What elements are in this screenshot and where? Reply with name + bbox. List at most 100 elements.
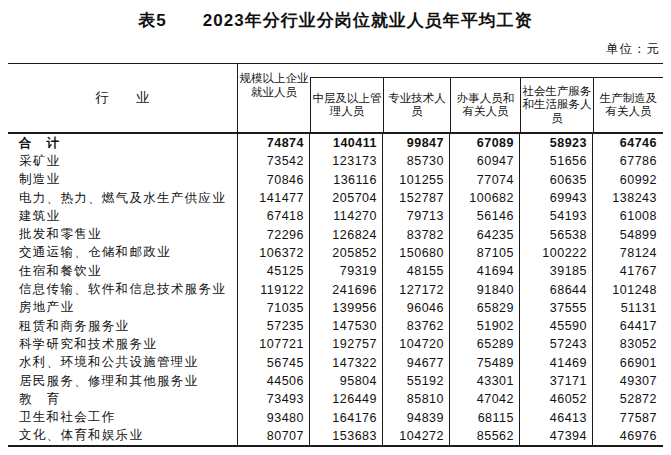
value-cell: 44506 xyxy=(238,372,310,390)
value-cell: 64235 xyxy=(450,225,520,243)
table-row: 交通运输、仓储和邮政业10637220585215068087105100222… xyxy=(8,244,663,262)
table-row: 采矿业7354212317385730609475165667786 xyxy=(8,152,663,170)
value-cell: 65289 xyxy=(450,335,520,353)
value-cell: 107721 xyxy=(238,335,310,353)
value-cell: 41694 xyxy=(450,262,520,280)
industry-cell: 建筑业 xyxy=(8,207,238,225)
value-cell: 49307 xyxy=(593,372,663,390)
value-cell: 139956 xyxy=(310,299,383,317)
value-cell: 74874 xyxy=(238,134,310,152)
value-cell: 83052 xyxy=(593,335,663,353)
value-cell: 126449 xyxy=(310,390,383,408)
industry-cell: 租赁和商务服务业 xyxy=(8,317,238,335)
industry-cell: 住宿和餐饮业 xyxy=(8,262,238,280)
value-cell: 99847 xyxy=(383,134,450,152)
table-row: 批发和零售业7229612682483782642355653854899 xyxy=(8,225,663,243)
value-cell: 93480 xyxy=(238,408,310,426)
value-cell: 60947 xyxy=(450,152,520,170)
value-cell: 45590 xyxy=(520,317,593,335)
value-cell: 192757 xyxy=(310,335,383,353)
value-cell: 54193 xyxy=(520,207,593,225)
table-title: 表5 2023年分行业分岗位就业人员年平均工资 xyxy=(0,9,671,32)
value-cell: 75489 xyxy=(450,354,520,372)
value-cell: 104720 xyxy=(383,335,450,353)
table-row: 建筑业6741811427079713561465419361008 xyxy=(8,207,663,225)
value-cell: 141477 xyxy=(238,189,310,207)
page: 表5 2023年分行业分岗位就业人员年平均工资 单位：元 行 业 规模以上企业就… xyxy=(0,0,671,455)
value-cell: 52872 xyxy=(593,390,663,408)
industry-cell: 合 计 xyxy=(8,134,238,152)
industry-cell: 批发和零售业 xyxy=(8,225,238,243)
value-cell: 127172 xyxy=(383,280,450,298)
value-cell: 79713 xyxy=(383,207,450,225)
value-cell: 153683 xyxy=(310,427,383,445)
industry-cell: 电力、热力、燃气及水生产供应业 xyxy=(8,189,238,207)
value-cell: 96046 xyxy=(383,299,450,317)
header-enterprise-employees: 规模以上企业就业人员 xyxy=(238,64,310,132)
value-cell: 57243 xyxy=(520,335,593,353)
value-cell: 100222 xyxy=(520,244,593,262)
value-cell: 101255 xyxy=(383,171,450,189)
industry-cell: 文化、体育和娱乐业 xyxy=(8,427,238,445)
value-cell: 138243 xyxy=(593,189,663,207)
industry-cell: 交通运输、仓储和邮政业 xyxy=(8,244,238,262)
industry-cell: 科学研究和技术服务业 xyxy=(8,335,238,353)
value-cell: 68115 xyxy=(450,408,520,426)
value-cell: 45125 xyxy=(238,262,310,280)
value-cell: 69943 xyxy=(520,189,593,207)
value-cell: 66901 xyxy=(593,354,663,372)
value-cell: 47042 xyxy=(450,390,520,408)
value-cell: 126824 xyxy=(310,225,383,243)
table-row: 房地产业7103513995696046658293755551131 xyxy=(8,299,663,317)
table-row: 租赁和商务服务业5723514753083762519024559064417 xyxy=(8,317,663,335)
value-cell: 77587 xyxy=(593,408,663,426)
value-cell: 85562 xyxy=(450,427,520,445)
value-cell: 43301 xyxy=(450,372,520,390)
value-cell: 106372 xyxy=(238,244,310,262)
value-cell: 47394 xyxy=(520,427,593,445)
table-row: 卫生和社会工作9348016417694839681154641377587 xyxy=(8,408,663,426)
table-row: 信息传输、软件和信息技术服务业1191222416961271729184068… xyxy=(8,280,663,298)
industry-cell: 居民服务、修理和其他服务业 xyxy=(8,372,238,390)
value-cell: 48155 xyxy=(383,262,450,280)
value-cell: 83762 xyxy=(383,317,450,335)
table-row: 居民服务、修理和其他服务业445069580455192433013717149… xyxy=(8,372,663,390)
value-cell: 101248 xyxy=(593,280,663,298)
value-cell: 60635 xyxy=(520,171,593,189)
value-cell: 56745 xyxy=(238,354,310,372)
header-technicians: 专业技术人员 xyxy=(383,77,450,132)
value-cell: 119122 xyxy=(238,280,310,298)
value-cell: 46052 xyxy=(520,390,593,408)
unit-label: 单位：元 xyxy=(606,41,660,58)
value-cell: 147322 xyxy=(310,354,383,372)
table-row: 合 计7487414041199847670895892364746 xyxy=(8,134,663,152)
value-cell: 64417 xyxy=(593,317,663,335)
value-cell: 56538 xyxy=(520,225,593,243)
industry-cell: 卫生和社会工作 xyxy=(8,408,238,426)
value-cell: 100682 xyxy=(450,189,520,207)
header-industry: 行 业 xyxy=(8,64,238,132)
value-cell: 67418 xyxy=(238,207,310,225)
value-cell: 70846 xyxy=(238,171,310,189)
value-cell: 94839 xyxy=(383,408,450,426)
value-cell: 87105 xyxy=(450,244,520,262)
industry-cell: 房地产业 xyxy=(8,299,238,317)
value-cell: 56146 xyxy=(450,207,520,225)
value-cell: 73542 xyxy=(238,152,310,170)
value-cell: 164176 xyxy=(310,408,383,426)
table-row: 制造业70846136116101255770746063560992 xyxy=(8,171,663,189)
value-cell: 205852 xyxy=(310,244,383,262)
value-cell: 46976 xyxy=(593,427,663,445)
value-cell: 83782 xyxy=(383,225,450,243)
value-cell: 51656 xyxy=(520,152,593,170)
value-cell: 123173 xyxy=(310,152,383,170)
value-cell: 136116 xyxy=(310,171,383,189)
value-cell: 71035 xyxy=(238,299,310,317)
value-cell: 41469 xyxy=(520,354,593,372)
value-cell: 80707 xyxy=(238,427,310,445)
value-cell: 68644 xyxy=(520,280,593,298)
value-cell: 72296 xyxy=(238,225,310,243)
table-row: 住宿和餐饮业451257931948155416943918541767 xyxy=(8,262,663,280)
table-row: 水利、环境和公共设施管理业567451473229467775489414696… xyxy=(8,354,663,372)
value-cell: 67089 xyxy=(450,134,520,152)
